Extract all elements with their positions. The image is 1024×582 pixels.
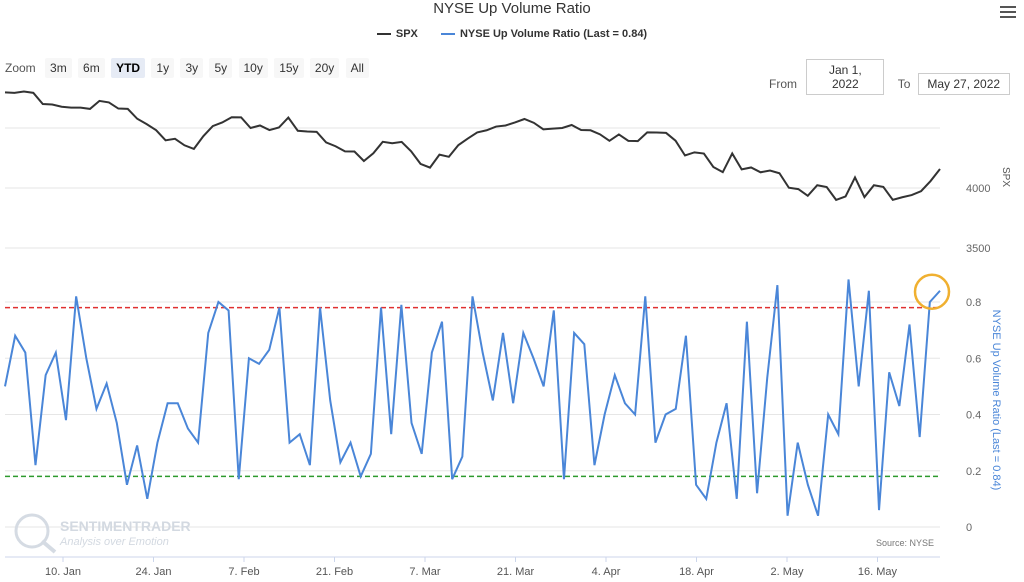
zoom-3y-button[interactable]: 3y <box>180 58 204 78</box>
spx-y-tick-label: 4000 <box>966 183 990 195</box>
zoom-6m-button[interactable]: 6m <box>78 58 105 78</box>
watermark-name: SENTIMENTRADER <box>60 518 191 534</box>
x-tick-label: 7. Feb <box>228 566 259 578</box>
ratio-y-tick-label: 0.6 <box>966 353 981 365</box>
legend: SPX NYSE Up Volume Ratio (Last = 0.84) <box>0 28 1024 40</box>
watermark: SENTIMENTRADER Analysis over Emotion <box>14 513 191 554</box>
ratio-points <box>5 279 940 515</box>
x-tick-label: 10. Jan <box>45 566 81 578</box>
spx-series-line <box>4 90 941 202</box>
spx-points <box>5 91 940 200</box>
to-date-input[interactable]: May 27, 2022 <box>917 73 1010 95</box>
zoom-3m-button[interactable]: 3m <box>45 58 72 78</box>
x-tick-label: 21. Feb <box>316 566 353 578</box>
zoom-label: Zoom <box>5 61 36 75</box>
spx-y-tick-label: 3500 <box>966 243 990 255</box>
source-label: Source: NYSE <box>876 538 934 548</box>
to-label: To <box>897 77 911 91</box>
spx-gridlines <box>5 127 940 249</box>
last-value-highlight-circle <box>913 273 951 310</box>
zoom-controls: Zoom 3m 6m YTD 1y 3y 5y 10y 15y 20y All <box>5 58 372 78</box>
zoom-10y-button[interactable]: 10y <box>238 58 268 78</box>
ratio-y-tick-labels: 0 0.2 0.4 0.6 0.8 <box>966 297 981 534</box>
legend-item-spx[interactable]: SPX <box>376 28 418 40</box>
watermark-logo-handle <box>40 539 57 554</box>
zoom-1y-button[interactable]: 1y <box>151 58 175 78</box>
watermark-tagline: Analysis over Emotion <box>59 536 169 548</box>
legend-item-ratio[interactable]: NYSE Up Volume Ratio (Last = 0.84) <box>440 28 648 40</box>
ratio-axis-label: NYSE Up Volume Ratio (Last = 0.84) <box>990 310 1002 491</box>
legend-swatch-ratio <box>440 33 455 36</box>
spx-y-tick-labels: 4000 3500 <box>966 183 990 255</box>
x-tick-label: 21. Mar <box>497 566 535 578</box>
from-date-input[interactable]: Jan 1, 2022 <box>806 59 885 95</box>
watermark-logo-icon <box>14 513 50 549</box>
hamburger-menu-icon[interactable] <box>1000 6 1016 20</box>
zoom-5y-button[interactable]: 5y <box>209 58 233 78</box>
legend-label-spx: SPX <box>395 28 418 40</box>
chart-title: NYSE Up Volume Ratio <box>433 0 591 17</box>
x-tick-label: 16. May <box>858 566 898 578</box>
zoom-all-button[interactable]: All <box>345 58 369 78</box>
spx-axis-label: SPX <box>1000 167 1011 187</box>
x-tick-label: 4. Apr <box>592 566 621 578</box>
from-label: From <box>769 77 797 91</box>
x-tick-label: 2. May <box>770 566 804 578</box>
ratio-y-tick-label: 0.2 <box>966 466 981 478</box>
ratio-y-tick-label: 0.8 <box>966 297 981 309</box>
date-range: From Jan 1, 2022 To May 27, 2022 <box>769 59 1010 95</box>
x-tick-label: 18. Apr <box>679 566 714 578</box>
zoom-20y-button[interactable]: 20y <box>309 58 340 78</box>
ratio-y-tick-label: 0 <box>966 522 972 534</box>
ratio-series-line <box>4 279 941 517</box>
zoom-15y-button[interactable]: 15y <box>274 58 304 78</box>
ratio-y-tick-label: 0.4 <box>966 410 981 422</box>
zoom-ytd-button[interactable]: YTD <box>111 58 146 78</box>
x-tick-label: 7. Mar <box>409 566 441 578</box>
x-tick-label: 24. Jan <box>135 566 171 578</box>
legend-label-ratio: NYSE Up Volume Ratio (Last = 0.84) <box>459 28 648 40</box>
legend-swatch-spx <box>376 33 391 36</box>
x-tick-labels: 10. Jan 24. Jan 7. Feb 21. Feb 7. Mar 21. Mar… <box>45 557 898 578</box>
